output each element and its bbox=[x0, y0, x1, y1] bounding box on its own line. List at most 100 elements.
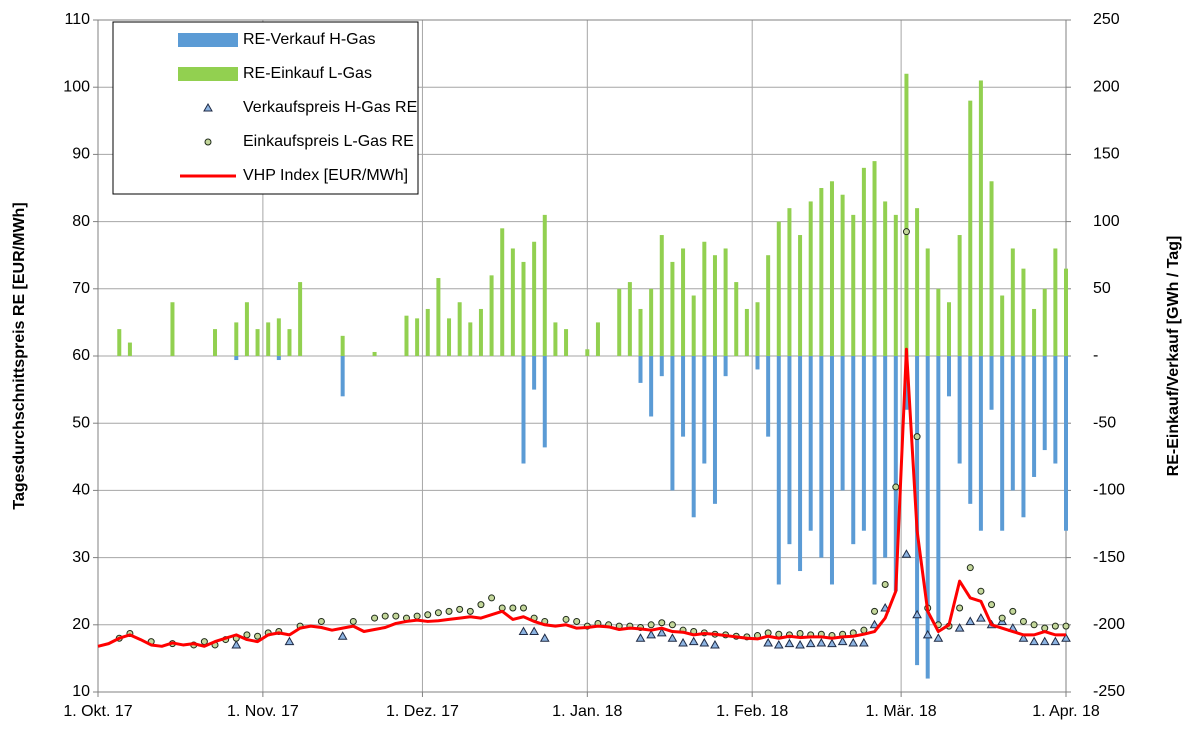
marker bbox=[871, 607, 879, 615]
bar bbox=[893, 214, 898, 356]
y-tick-label: 10 bbox=[72, 683, 90, 700]
marker bbox=[656, 627, 667, 637]
marker bbox=[763, 637, 774, 647]
bar bbox=[904, 73, 909, 356]
marker bbox=[413, 612, 421, 620]
bar bbox=[1000, 356, 1005, 531]
marker bbox=[518, 626, 529, 636]
marker bbox=[477, 601, 485, 609]
bar bbox=[627, 282, 632, 356]
marker bbox=[466, 607, 474, 615]
marker bbox=[434, 609, 442, 617]
marker bbox=[519, 604, 527, 612]
bar bbox=[425, 308, 430, 356]
bar bbox=[170, 302, 175, 356]
bar bbox=[681, 248, 686, 356]
bar bbox=[1021, 356, 1026, 518]
bar bbox=[744, 308, 749, 356]
marker bbox=[977, 587, 985, 595]
bar bbox=[723, 248, 728, 356]
marker bbox=[562, 615, 570, 623]
bar bbox=[702, 241, 707, 356]
bar bbox=[1053, 248, 1058, 356]
bar bbox=[404, 315, 409, 356]
marker bbox=[488, 594, 496, 602]
bar bbox=[808, 201, 813, 356]
marker bbox=[1030, 621, 1038, 629]
bar bbox=[840, 356, 845, 491]
legend-swatch bbox=[178, 67, 238, 81]
bar bbox=[521, 261, 526, 356]
legend-swatch bbox=[178, 33, 238, 47]
x-tick-label: 1. Nov. 17 bbox=[227, 703, 299, 720]
bar bbox=[670, 261, 675, 356]
bar bbox=[766, 255, 771, 356]
marker bbox=[529, 626, 539, 636]
y-tick-label: 30 bbox=[72, 549, 90, 566]
y-tick-label: 50 bbox=[72, 414, 90, 431]
x-tick-label: 1. Apr. 18 bbox=[1032, 703, 1100, 720]
bar bbox=[340, 356, 345, 397]
marker bbox=[1061, 633, 1071, 642]
bar bbox=[936, 356, 941, 625]
bar bbox=[734, 282, 739, 356]
bar bbox=[776, 356, 781, 585]
bar bbox=[127, 342, 132, 356]
y-tick-label: 100 bbox=[63, 78, 90, 95]
bar bbox=[234, 322, 239, 356]
bar bbox=[851, 356, 856, 545]
bar bbox=[244, 302, 249, 356]
y2-tick-label: - bbox=[1093, 347, 1098, 364]
marker bbox=[837, 636, 848, 646]
bar bbox=[936, 288, 941, 356]
bar bbox=[372, 351, 377, 356]
bar bbox=[213, 329, 218, 356]
marker bbox=[816, 637, 827, 647]
bar bbox=[808, 356, 813, 531]
y2-tick-label: 50 bbox=[1093, 280, 1111, 297]
marker bbox=[966, 564, 974, 572]
marker bbox=[848, 637, 859, 647]
marker bbox=[371, 614, 379, 622]
bar bbox=[542, 214, 547, 356]
bar bbox=[840, 194, 845, 356]
marker bbox=[773, 639, 784, 649]
marker bbox=[243, 631, 251, 639]
bar bbox=[691, 295, 696, 356]
bar bbox=[415, 318, 420, 356]
marker bbox=[922, 629, 933, 639]
bar bbox=[989, 181, 994, 356]
bar bbox=[798, 235, 803, 356]
marker bbox=[805, 638, 816, 648]
bar bbox=[1032, 356, 1037, 477]
y2-tick-label: -250 bbox=[1093, 683, 1125, 700]
legend-swatch bbox=[203, 102, 213, 112]
bar bbox=[787, 356, 792, 545]
marker bbox=[998, 614, 1006, 622]
marker bbox=[284, 636, 295, 646]
bar bbox=[1064, 356, 1068, 531]
y2-tick-label: -150 bbox=[1093, 549, 1125, 566]
marker bbox=[667, 633, 678, 642]
bar bbox=[787, 208, 792, 356]
bar bbox=[276, 356, 281, 361]
bar bbox=[234, 356, 239, 361]
bar bbox=[649, 356, 654, 417]
marker bbox=[913, 433, 921, 441]
y-tick-label: 60 bbox=[72, 347, 90, 364]
bar bbox=[521, 356, 526, 464]
bar bbox=[861, 356, 866, 531]
marker bbox=[658, 619, 666, 627]
marker bbox=[1018, 633, 1029, 642]
marker bbox=[231, 639, 242, 649]
bar bbox=[1053, 356, 1058, 464]
bar bbox=[712, 356, 717, 504]
legend-label: RE-Einkauf L-Gas bbox=[243, 65, 372, 82]
bar bbox=[978, 356, 983, 531]
bar bbox=[468, 322, 473, 356]
y2-tick-label: 200 bbox=[1093, 78, 1120, 95]
bar bbox=[883, 201, 888, 356]
marker bbox=[796, 630, 804, 638]
bar bbox=[872, 161, 877, 356]
marker bbox=[424, 611, 432, 619]
